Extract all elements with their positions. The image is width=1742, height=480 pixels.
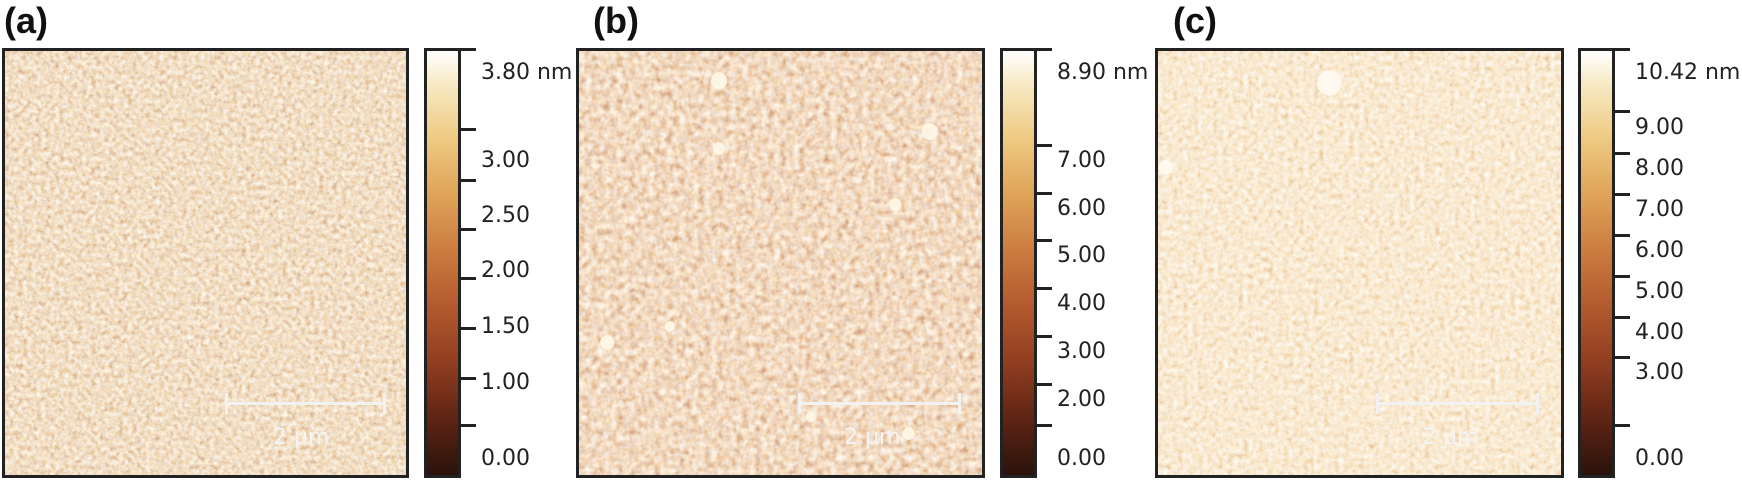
colorbar-b-max-label: 8.90 nm: [1057, 60, 1149, 85]
colorbar-a-tick-label: 2.00: [481, 258, 530, 283]
colorbar-c-tick: [1615, 234, 1630, 237]
colorbar-b-tick-label: 5.00: [1057, 243, 1106, 268]
scale-bar-label-c: 2 µm: [1422, 425, 1479, 450]
afm-image-c: 2 µm: [1155, 48, 1564, 478]
scale-bar-a: [225, 393, 386, 414]
colorbar-b-tick: [1037, 144, 1052, 147]
colorbar-a: [424, 48, 461, 478]
colorbar-c-tick-label: 3.00: [1635, 360, 1684, 385]
scale-bar-label-a: 2 µm: [273, 425, 330, 450]
colorbar-c-tick-label: 0.00: [1635, 446, 1684, 471]
colorbar-a-tick: [461, 48, 476, 51]
colorbar-b-tick: [1037, 239, 1052, 242]
colorbar-c-tick-label: 9.00: [1635, 115, 1684, 140]
colorbar-b-tick-label: 3.00: [1057, 339, 1106, 364]
colorbar-c-max-label: 10.42 nm: [1635, 60, 1741, 85]
colorbar-a-tick: [461, 327, 476, 330]
colorbar-a-tick: [461, 128, 476, 131]
colorbar-a-max-label: 3.80 nm: [481, 60, 573, 85]
colorbar-c-tick: [1615, 424, 1630, 427]
scale-bar-label-b: 2 µm: [844, 425, 901, 450]
colorbar-b-tick-label: 7.00: [1057, 148, 1106, 173]
colorbar-b-tick: [1037, 383, 1052, 386]
colorbar-a-tick-label: 0.00: [481, 446, 530, 471]
colorbar-b-tick-label: 6.00: [1057, 196, 1106, 221]
colorbar-a-tick-label: 1.00: [481, 370, 530, 395]
panel-label-c: (c): [1173, 0, 1217, 41]
colorbar-c-tick-label: 5.00: [1635, 279, 1684, 304]
panel-label-b: (b): [593, 0, 639, 41]
colorbar-a-tick: [461, 277, 476, 280]
scale-bar-b: [798, 393, 961, 414]
afm-image-a: 2 µm: [2, 48, 409, 478]
colorbar-a-tick: [461, 228, 476, 231]
colorbar-b-tick: [1037, 48, 1052, 51]
colorbar-b-tick: [1037, 287, 1052, 290]
colorbar-c-tick-label: 8.00: [1635, 156, 1684, 181]
afm-texture-b: [579, 51, 982, 475]
colorbar-b-tick: [1037, 335, 1052, 338]
colorbar-c-tick: [1615, 316, 1630, 319]
colorbar-c: [1578, 48, 1615, 478]
colorbar-c-tick: [1615, 110, 1630, 113]
afm-image-b: 2 µm: [576, 48, 985, 478]
colorbar-c-tick-label: 6.00: [1635, 238, 1684, 263]
scale-bar-c: [1376, 393, 1539, 414]
colorbar-b-tick: [1037, 192, 1052, 195]
colorbar-c-tick: [1615, 356, 1630, 359]
colorbar-a-tick-label: 1.50: [481, 314, 530, 339]
colorbar-b: [1000, 48, 1037, 478]
panel-label-a: (a): [4, 0, 48, 41]
colorbar-c-tick: [1615, 275, 1630, 278]
colorbar-c-tick: [1615, 193, 1630, 196]
colorbar-a-tick-label: 2.50: [481, 203, 530, 228]
afm-texture-a: [5, 51, 406, 475]
colorbar-b-tick-label: 0.00: [1057, 446, 1106, 471]
colorbar-a-tick-label: 3.00: [481, 148, 530, 173]
colorbar-c-tick: [1615, 152, 1630, 155]
colorbar-c-tick-label: 4.00: [1635, 320, 1684, 345]
colorbar-c-tick-label: 7.00: [1635, 197, 1684, 222]
colorbar-a-tick: [461, 179, 476, 182]
colorbar-b-tick: [1037, 424, 1052, 427]
afm-texture-c: [1158, 51, 1561, 475]
colorbar-a-tick: [461, 377, 476, 380]
colorbar-b-tick-label: 4.00: [1057, 291, 1106, 316]
colorbar-a-tick: [461, 424, 476, 427]
colorbar-c-tick: [1615, 48, 1630, 51]
colorbar-b-tick-label: 2.00: [1057, 387, 1106, 412]
